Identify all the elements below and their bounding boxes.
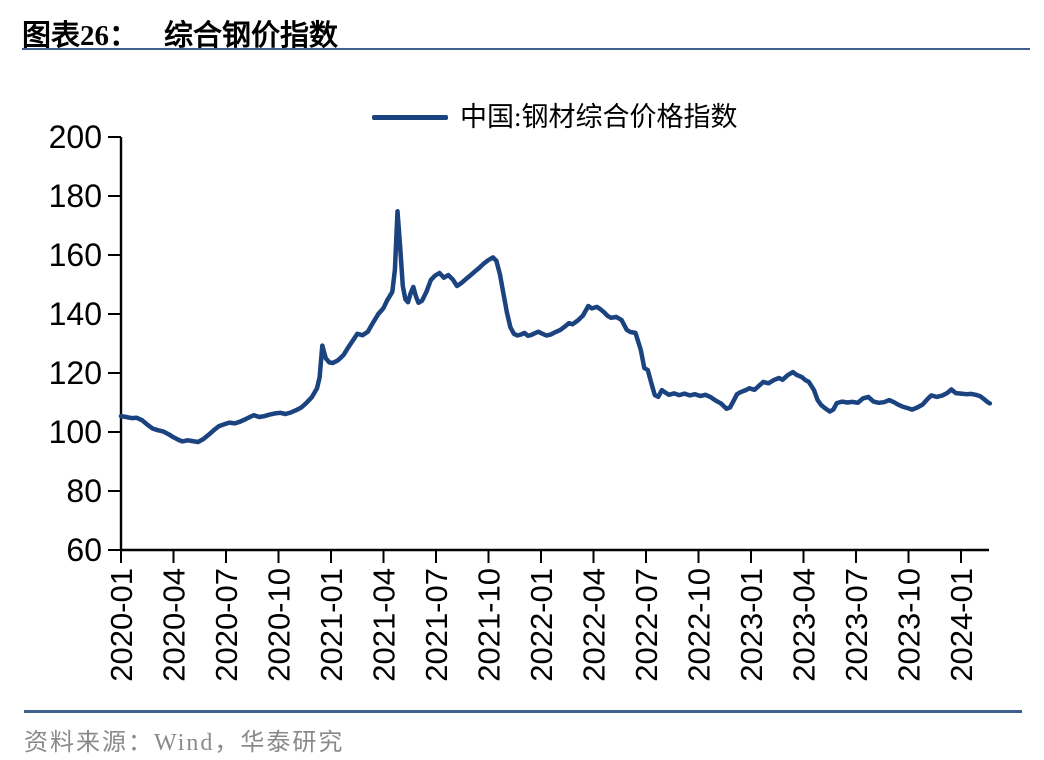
y-tick-label: 80	[66, 473, 102, 509]
x-tick-label: 2020-10	[262, 568, 297, 682]
figure-number-label: 图表26：	[22, 20, 139, 52]
y-tick-label: 140	[49, 296, 102, 332]
title-divider	[22, 48, 1030, 50]
x-tick-label: 2022-04	[577, 568, 612, 682]
x-tick-label: 2021-07	[419, 568, 454, 682]
x-tick-label: 2024-01	[944, 568, 979, 682]
page-title: 综合钢价指数	[164, 20, 339, 52]
x-tick-label: 2021-10	[472, 568, 507, 682]
footer-divider	[24, 710, 1022, 713]
y-tick-label: 180	[49, 178, 102, 214]
x-tick-label: 2022-10	[682, 568, 717, 682]
x-tick-label: 2023-10	[892, 568, 927, 682]
legend-series-label: 中国:钢材综合价格指数	[460, 102, 738, 132]
legend-line-swatch	[372, 115, 448, 120]
source-note: 资料来源：Wind，华泰研究	[24, 730, 345, 756]
x-tick-label: 2023-07	[839, 568, 874, 682]
chart-legend: 中国:钢材综合价格指数	[372, 104, 738, 131]
x-tick-label: 2020-01	[104, 568, 139, 682]
y-tick-label: 200	[49, 119, 102, 155]
x-tick-label: 2022-07	[629, 568, 664, 682]
x-tick-label: 2023-04	[787, 568, 822, 682]
steel-price-line-chart: 60 80 100 120 140 160 180 200 2020-01 2020-04 2020…	[49, 119, 993, 682]
y-tick-label: 160	[49, 237, 102, 273]
x-tick-label: 2022-01	[524, 568, 559, 682]
y-tick-label: 100	[49, 414, 102, 450]
y-tick-label: 120	[49, 355, 102, 391]
x-tick-label: 2021-01	[314, 568, 349, 682]
figure-header: 图表26： 综合钢价指数	[22, 12, 338, 54]
y-tick-label: 60	[66, 532, 102, 568]
series-line-steel-price-index	[118, 209, 993, 445]
x-tick-label: 2023-01	[734, 568, 769, 682]
x-tick-label: 2021-04	[367, 568, 402, 682]
x-tick-label: 2020-04	[157, 568, 192, 682]
x-tick-label: 2020-07	[209, 568, 244, 682]
